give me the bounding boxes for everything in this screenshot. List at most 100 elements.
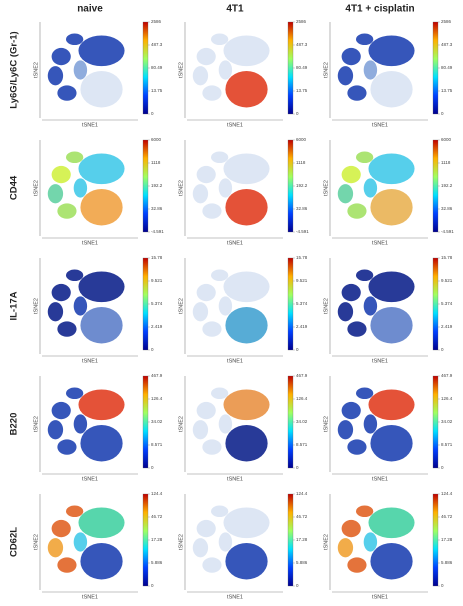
cluster [192, 302, 209, 322]
colorbar-label: 467.9 [441, 373, 453, 378]
cluster [73, 414, 88, 434]
colorbar [287, 257, 294, 351]
colorbar-label: 5.886 [151, 560, 163, 565]
colorbar-label: 0 [441, 583, 444, 588]
cluster [363, 60, 378, 80]
colorbar-label: -4.591 [151, 229, 164, 234]
cluster [78, 271, 125, 303]
column-header: 4T1 + cisplatin [345, 4, 414, 15]
colorbar-label: 13.75 [296, 88, 308, 93]
colorbar-label: 5.886 [441, 560, 453, 565]
colorbar-label: 46.72 [151, 514, 163, 519]
colorbar-label: 17.28 [441, 537, 453, 542]
y-axis-label: tSNE2 [33, 416, 39, 432]
cluster [192, 66, 209, 86]
colorbar-label: 1118 [441, 160, 451, 165]
cluster [66, 387, 84, 400]
cluster [51, 401, 71, 420]
colorbar-label: 80.49 [296, 65, 308, 70]
cluster [57, 321, 77, 337]
colorbar-label: 9.521 [441, 278, 453, 283]
colorbar-label: 0 [441, 465, 444, 470]
cluster [47, 184, 64, 204]
cluster [192, 420, 209, 440]
cluster [78, 35, 125, 67]
x-axis-label: tSNE1 [227, 476, 243, 482]
cluster [202, 85, 222, 101]
colorbar-label: 5.886 [296, 560, 308, 565]
cluster [341, 47, 361, 66]
colorbar-label: 8.571 [441, 442, 453, 447]
cluster [223, 153, 270, 185]
colorbar [142, 375, 149, 469]
cluster [356, 33, 374, 46]
colorbar-label: 5.374 [296, 301, 308, 306]
colorbar-label: 192.2 [151, 183, 163, 188]
x-axis-label: tSNE1 [82, 122, 98, 128]
cluster [51, 283, 71, 302]
x-axis-label: tSNE1 [227, 240, 243, 246]
cluster [80, 306, 123, 344]
cluster [202, 557, 222, 573]
cluster [73, 532, 88, 552]
y-axis-label: tSNE2 [33, 62, 39, 78]
colorbar [432, 257, 439, 351]
cluster [66, 33, 84, 46]
x-axis-label: tSNE1 [372, 358, 388, 364]
cluster [225, 306, 268, 344]
cluster [341, 165, 361, 184]
cluster [78, 153, 125, 185]
colorbar-label: 487.3 [441, 42, 453, 47]
row-label: IL-17A [9, 291, 20, 320]
colorbar-label: 0 [296, 111, 299, 116]
colorbar-label: 0 [151, 465, 154, 470]
x-axis-label: tSNE1 [372, 240, 388, 246]
row-label: Ly6G/Ly6C (Gr-1) [9, 31, 20, 108]
colorbar-label: 5.374 [441, 301, 453, 306]
colorbar-label: 126.4 [441, 396, 453, 401]
column-header: naive [77, 4, 103, 15]
colorbar-label: 9.521 [296, 278, 308, 283]
y-axis-label: tSNE2 [323, 62, 329, 78]
y-axis-label: tSNE2 [33, 534, 39, 550]
cluster [192, 184, 209, 204]
x-axis-label: tSNE1 [82, 358, 98, 364]
cluster [370, 188, 413, 226]
cluster [223, 507, 270, 539]
colorbar-label: 487.3 [296, 42, 308, 47]
cluster [73, 60, 88, 80]
cluster [196, 47, 216, 66]
colorbar-label: 34.02 [151, 419, 163, 424]
colorbar [287, 375, 294, 469]
cluster [356, 269, 374, 282]
cluster [57, 439, 77, 455]
colorbar-label: 124.4 [441, 491, 453, 496]
cluster [218, 414, 233, 434]
colorbar-label: 34.02 [441, 419, 453, 424]
y-axis-label: tSNE2 [33, 180, 39, 196]
cluster [66, 151, 84, 164]
colorbar-label: 0 [151, 111, 154, 116]
cluster [51, 519, 71, 538]
colorbar-label: 17.28 [296, 537, 308, 542]
cluster [218, 532, 233, 552]
colorbar-label: 9.521 [151, 278, 163, 283]
colorbar-label: 126.4 [296, 396, 308, 401]
cluster [347, 85, 367, 101]
cluster [337, 302, 354, 322]
x-axis-label: tSNE1 [227, 594, 243, 600]
cluster [66, 505, 84, 518]
x-axis-label: tSNE1 [82, 476, 98, 482]
cluster [225, 188, 268, 226]
x-axis-label: tSNE1 [372, 122, 388, 128]
cluster [202, 439, 222, 455]
y-axis-label: tSNE2 [33, 298, 39, 314]
cluster [341, 283, 361, 302]
colorbar [142, 139, 149, 233]
colorbar-label: 8.571 [296, 442, 308, 447]
colorbar-label: 6000 [441, 137, 452, 142]
colorbar-label: 80.49 [151, 65, 163, 70]
colorbar-label: 467.9 [296, 373, 308, 378]
colorbar-label: 80.49 [441, 65, 453, 70]
colorbar-label: 126.4 [151, 396, 163, 401]
